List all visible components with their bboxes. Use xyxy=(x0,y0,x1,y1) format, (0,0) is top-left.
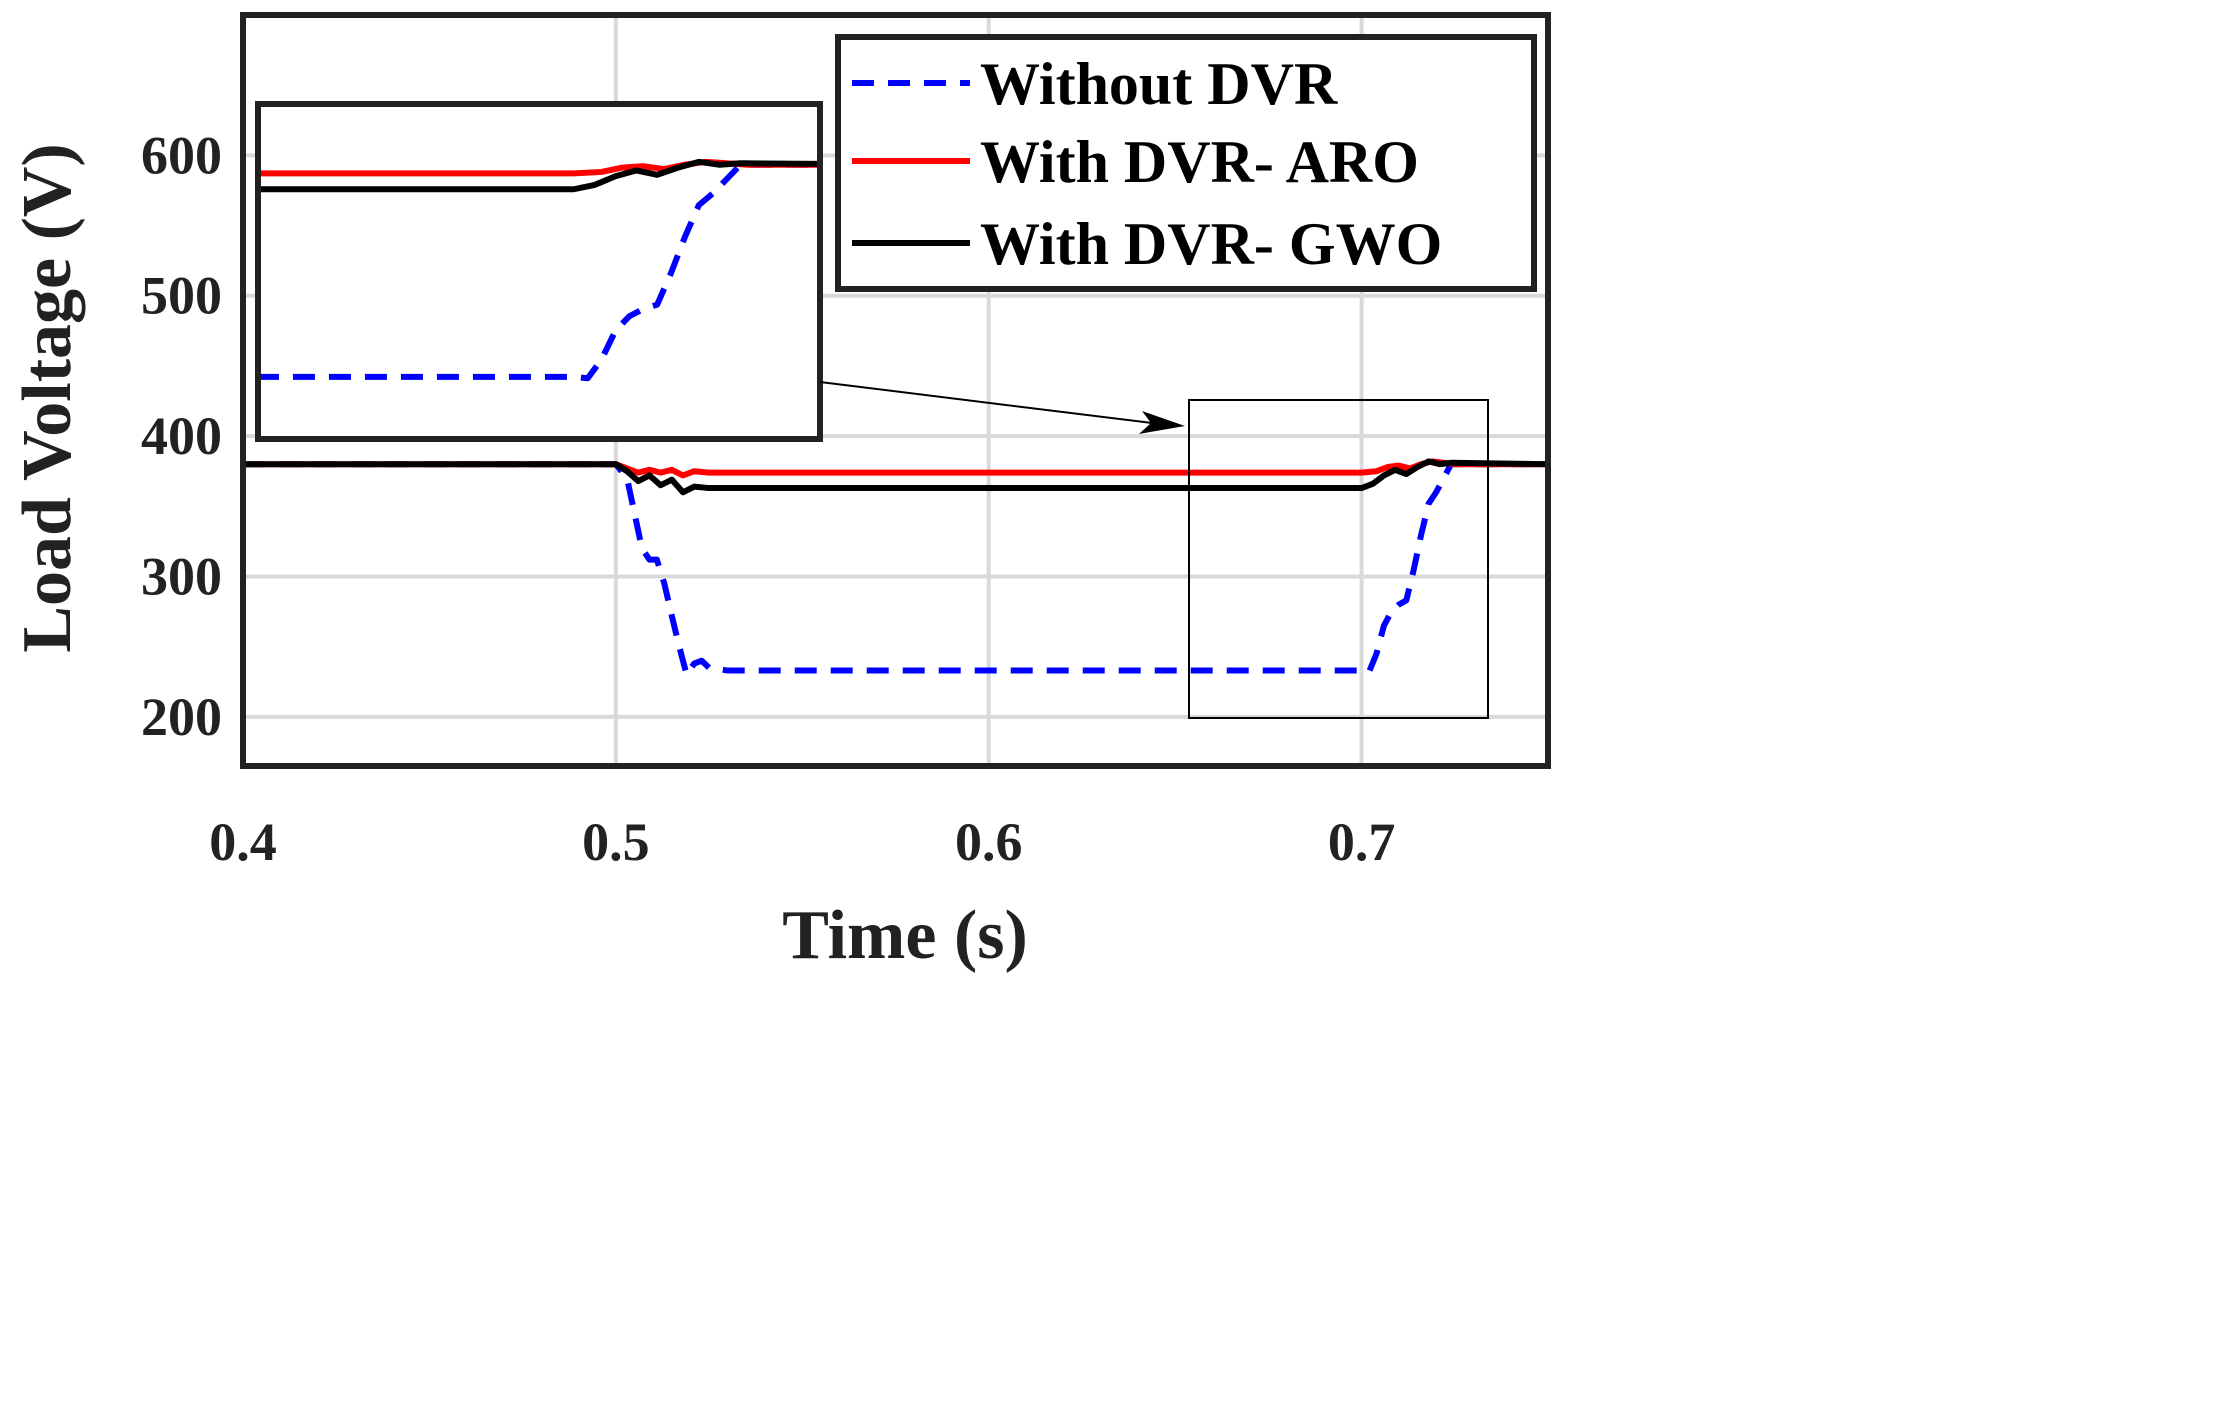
x-tick-label: 0.6 xyxy=(955,812,1023,872)
x-tick-label: 0.5 xyxy=(582,812,650,872)
inset-series-line-2 xyxy=(261,158,817,193)
legend-label-with-dvr-gwo: With DVR- GWO xyxy=(980,211,1442,277)
legend-label-without-dvr: Without DVR xyxy=(980,51,1338,117)
zoom-region-box xyxy=(1188,399,1489,719)
zoom-arrow xyxy=(819,381,1185,434)
plot-area-frame xyxy=(240,12,1551,769)
y-axis-title: Load Voltage (V) xyxy=(9,143,86,652)
load-voltage-chart: 0.4 0.5 0.6 0.7 200 300 400 500 600 Time (s) Loa… xyxy=(9,12,1551,974)
inset-zoom-panel xyxy=(255,101,823,442)
series-line-0 xyxy=(243,461,1548,678)
y-tick-label: 300 xyxy=(141,546,222,606)
inset-series-line-0 xyxy=(261,161,817,382)
series-lines xyxy=(243,458,1549,678)
y-tick-label: 200 xyxy=(141,687,222,747)
x-tick-label: 0.4 xyxy=(209,812,277,872)
tick-labels: 0.4 0.5 0.6 0.7 200 300 400 500 600 xyxy=(141,125,1395,872)
legend-label-with-dvr-aro: With DVR- ARO xyxy=(980,129,1419,195)
y-tick-label: 600 xyxy=(141,125,222,185)
series-line-2 xyxy=(243,458,1549,496)
y-tick-label: 500 xyxy=(141,266,222,326)
x-axis-title: Time (s) xyxy=(782,897,1028,974)
y-tick-label: 400 xyxy=(141,406,222,466)
legend: Without DVR With DVR- ARO With DVR- GWO xyxy=(835,34,1537,292)
inset-series-lines xyxy=(261,158,817,382)
x-tick-label: 0.7 xyxy=(1328,812,1396,872)
